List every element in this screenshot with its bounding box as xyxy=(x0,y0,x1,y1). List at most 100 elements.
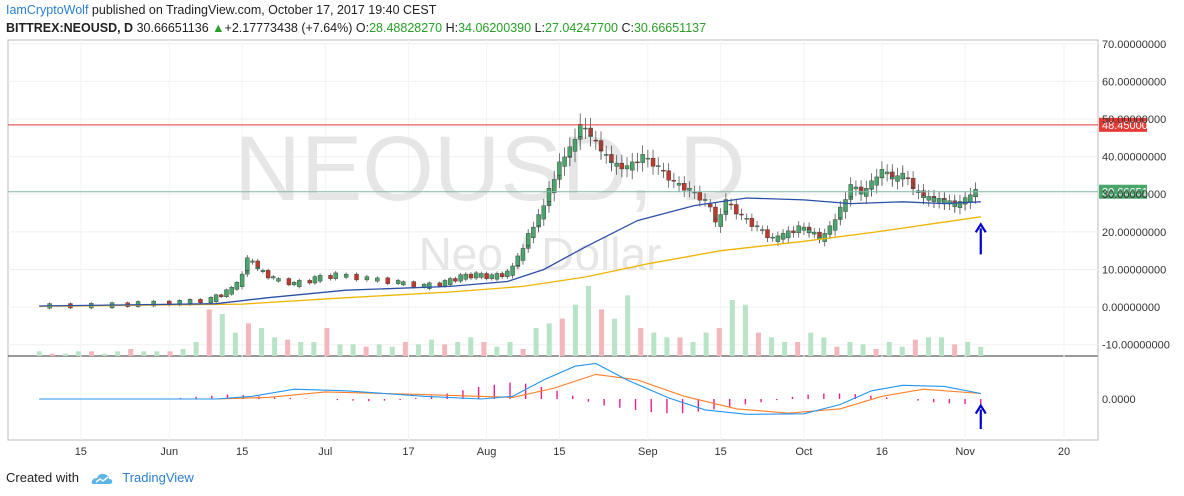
candle-body xyxy=(760,229,765,231)
ma-fast-line xyxy=(39,197,981,307)
candle-body xyxy=(832,219,838,231)
tradingview-link[interactable]: TradingView xyxy=(122,470,194,485)
volume-bar xyxy=(89,351,95,356)
volume-bar xyxy=(311,342,317,356)
candle-body xyxy=(291,282,297,286)
candle-body xyxy=(198,299,203,304)
volume-bar xyxy=(520,349,526,356)
candle-body xyxy=(708,203,713,208)
candle-body xyxy=(135,301,141,307)
macd-y-tick-label: 0.0000 xyxy=(1102,394,1136,406)
candle-body xyxy=(806,229,812,234)
volume-bar xyxy=(755,332,761,356)
candle-body xyxy=(447,278,453,286)
y-tick-label: 50.00000000 xyxy=(1102,114,1166,126)
volume-bar xyxy=(337,344,343,356)
candle-body xyxy=(947,200,952,205)
candle-body xyxy=(208,297,214,304)
volume-bar xyxy=(599,309,605,356)
candle-body xyxy=(479,273,484,278)
y-tick-label: 40.00000000 xyxy=(1102,152,1166,164)
candle-body xyxy=(671,179,677,182)
change-value: +2.17773438 (+7.64%) xyxy=(224,21,353,35)
high-value: 34.06200390 xyxy=(458,21,532,35)
last-price-tag xyxy=(1099,184,1147,199)
volume-bar xyxy=(742,304,748,356)
candle-body xyxy=(364,276,370,281)
x-tick-label: Aug xyxy=(477,446,497,458)
candle-body xyxy=(473,272,479,279)
candle-body xyxy=(552,179,557,193)
candle-body xyxy=(864,188,869,197)
candle-body xyxy=(656,165,661,167)
volume-bar xyxy=(873,349,879,356)
last-price-label: 30.66651137 xyxy=(1102,187,1165,199)
footer: Created with TradingView xyxy=(6,470,194,486)
volume-bar xyxy=(729,300,735,356)
volume-bar xyxy=(245,323,251,356)
volume-bar xyxy=(925,337,931,356)
candle-body xyxy=(796,225,801,234)
candle-body xyxy=(676,183,682,186)
change-arrow-icon: ▲ xyxy=(212,21,225,35)
created-with-label: Created with xyxy=(6,470,79,485)
candle-body xyxy=(453,278,458,282)
candle-body xyxy=(713,218,718,223)
candle-body xyxy=(822,233,827,242)
candle-body xyxy=(442,280,448,287)
candle-body xyxy=(245,257,250,271)
volume-bar xyxy=(703,332,709,356)
volume-bar xyxy=(389,346,395,356)
publisher-line: IamCryptoWolf published on TradingView.c… xyxy=(6,3,436,17)
volume-bar xyxy=(206,309,212,356)
volume-bar xyxy=(899,346,905,356)
candle-body xyxy=(609,161,614,164)
x-tick-label: Oct xyxy=(795,446,812,458)
macd-up-arrow-icon xyxy=(974,403,987,415)
x-tick-label: 20 xyxy=(1058,446,1070,458)
volume-bar xyxy=(49,353,55,356)
candle-body xyxy=(614,162,619,167)
candle-body xyxy=(567,146,573,157)
candle-body xyxy=(271,276,276,279)
candle-body xyxy=(650,157,656,167)
y-tick-label: 0.00000000 xyxy=(1102,302,1160,314)
x-tick-label: 16 xyxy=(876,446,888,458)
y-tick-label: 70.00000000 xyxy=(1102,39,1166,51)
volume-bar xyxy=(939,337,945,356)
candle-body xyxy=(520,248,526,261)
volume-bar xyxy=(350,344,356,356)
candle-body xyxy=(645,157,651,160)
candle-body xyxy=(463,273,468,280)
candle-body xyxy=(541,205,546,220)
x-tick-label: 15 xyxy=(715,446,727,458)
volume-bar xyxy=(363,346,369,356)
watermark-name: Neo / Dollar xyxy=(419,228,662,280)
volume-bar xyxy=(690,342,696,356)
candle-body xyxy=(260,270,266,272)
volume-bar xyxy=(36,351,42,356)
candle-body xyxy=(317,275,323,282)
volume-bar xyxy=(847,342,853,356)
candle-body xyxy=(786,230,791,239)
candle-body xyxy=(510,265,515,276)
volume-bar xyxy=(769,337,775,356)
candle-body xyxy=(265,270,271,279)
published-text: published on TradingView.com, October 17… xyxy=(88,3,437,17)
volume-bar xyxy=(625,295,631,356)
candle-body xyxy=(401,281,406,286)
candle-body xyxy=(583,127,588,130)
high-label: H: xyxy=(445,21,459,35)
volume-bar xyxy=(128,349,134,356)
x-tick-label: Sep xyxy=(638,446,658,458)
candle-body xyxy=(224,289,229,298)
candle-body xyxy=(942,199,947,204)
candle-body xyxy=(588,135,593,137)
author-link[interactable]: IamCryptoWolf xyxy=(6,3,89,17)
candle-body xyxy=(780,233,786,240)
candle-body xyxy=(640,154,645,163)
volume-bar xyxy=(219,314,225,356)
symbol-name: BITTREX:NEOUSD, D xyxy=(6,21,134,35)
volume-bar xyxy=(952,344,958,356)
